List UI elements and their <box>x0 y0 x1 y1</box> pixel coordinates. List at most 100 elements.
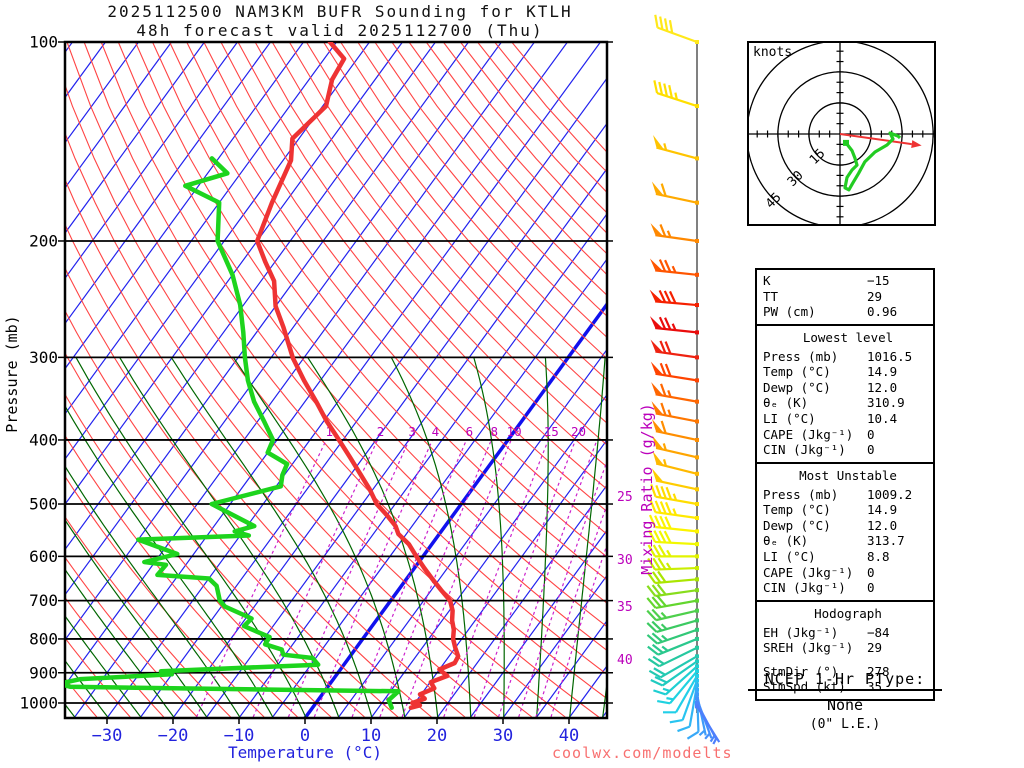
table-row: PW (cm) 0.96 <box>763 304 898 320</box>
dry-adiabat-line <box>151 42 607 604</box>
table-row: θₑ (K) 310.9 <box>763 395 905 411</box>
wind-barb <box>647 544 699 559</box>
dry-adiabat-line <box>65 266 432 718</box>
wind-barb <box>650 223 699 243</box>
moist-adiabat-line <box>569 357 606 718</box>
wind-barb <box>652 435 699 460</box>
table-row: CIN (Jkg⁻¹) 0 <box>763 442 875 458</box>
moist-adiabat-line <box>75 357 307 718</box>
table-row: Press (mb) 1016.5 <box>763 348 913 364</box>
isotherm-line <box>65 42 172 189</box>
chart-title-line2: 48h forecast valid 2025112700 (Thu) <box>136 21 544 40</box>
temp-tick-label: −20 <box>158 726 189 746</box>
isotherm-line <box>65 42 370 461</box>
isotherm-line <box>303 301 607 718</box>
wind-barb <box>648 514 699 534</box>
hodograph-border <box>747 41 936 226</box>
moist-adiabat-line <box>307 357 439 718</box>
mixing-ratio-lines <box>195 439 607 718</box>
isotherm-line <box>65 42 205 235</box>
wind-barb <box>650 659 699 687</box>
dry-adiabat-line <box>203 42 607 535</box>
isotherm-line <box>65 42 436 551</box>
moist-adiabat-line <box>232 357 406 718</box>
hodograph-ring-label: 30 <box>785 168 807 190</box>
moist-adiabat-line <box>65 614 142 718</box>
mixing-ratio-label: 25 <box>617 490 633 505</box>
section-header: Hodograph <box>814 605 882 621</box>
isotherm-line <box>65 42 469 596</box>
mixing-ratio-label: 8 <box>491 424 499 439</box>
table-row: CIN (Jkg⁻¹) 0 <box>763 580 875 596</box>
dry-adiabat-line <box>65 131 533 718</box>
isotherm-line <box>238 212 607 718</box>
watermark-link[interactable]: coolwx.com/modelts <box>552 744 733 762</box>
wind-barb <box>653 664 699 696</box>
wind-barb <box>653 134 699 161</box>
isotherm-line <box>65 42 403 506</box>
temperature-curve <box>254 42 461 710</box>
wind-barb <box>651 382 699 404</box>
moist-adiabats <box>65 357 607 718</box>
wind-barb <box>646 608 699 622</box>
isotherm-line <box>205 167 607 718</box>
mixing-ratio-label: 6 <box>466 424 474 439</box>
wind-barb <box>646 583 699 598</box>
dry-adiabat-line <box>323 42 607 381</box>
dry-adiabat-line <box>254 42 607 468</box>
table-row: EH (Jkg⁻¹) −84 <box>763 624 890 640</box>
dry-adiabat-line <box>66 42 600 718</box>
moist-adiabat-line <box>65 518 208 718</box>
dry-adiabat-line <box>65 223 466 718</box>
temp-tick-label: 10 <box>361 726 381 746</box>
wind-barb <box>650 484 699 507</box>
wind-barb <box>654 14 699 44</box>
mixing-ratio-label: 30 <box>617 553 633 568</box>
pressure-tick-label: 800 <box>29 629 58 648</box>
wind-barb <box>669 678 699 724</box>
table-row: LI (°C) 8.8 <box>763 549 890 564</box>
storm-motion-vector <box>839 133 912 146</box>
pressure-axis-label: Pressure (mb) <box>3 315 21 433</box>
mixing-ratio-line <box>379 439 492 718</box>
moist-adiabat-line <box>65 568 175 718</box>
dry-adiabat-line <box>340 42 607 360</box>
isotherm-line <box>73 42 568 718</box>
temp-tick-label: 40 <box>559 726 579 746</box>
dry-adiabat-line <box>237 42 607 490</box>
moist-adiabat-line <box>119 357 340 718</box>
pressure-tick-label: 1000 <box>19 694 58 713</box>
table-row: Dewp (°C) 12.0 <box>763 379 898 395</box>
wind-barb <box>649 499 699 521</box>
dry-adiabat-line <box>357 42 607 339</box>
temp-tick-label: 30 <box>493 726 513 746</box>
wind-barb <box>651 181 699 205</box>
plot-border <box>63 40 609 720</box>
pressure-tick-label: 300 <box>29 348 58 367</box>
hodograph-ring-label: 45 <box>763 190 785 212</box>
table-row: Temp (°C) 14.9 <box>763 364 898 380</box>
temp-tick-label: −10 <box>224 726 255 746</box>
table-row: TT 29 <box>763 288 883 304</box>
moist-adiabat-line <box>170 357 373 718</box>
mixing-ratio-label: 4 <box>432 424 440 439</box>
mixing-ratio-label: 40 <box>617 653 633 668</box>
dry-adiabat-line <box>374 42 607 317</box>
table-row: K −15 <box>763 273 890 288</box>
indices-section: K −15 TT 29 PW (cm) 0.96 <box>757 270 933 324</box>
wind-barb <box>657 669 699 705</box>
table-row: Press (mb) 1009.2 <box>763 486 913 502</box>
mixing-ratio-line <box>252 439 379 718</box>
dry-adiabat-line <box>186 42 607 558</box>
wind-barb <box>647 557 699 571</box>
isotherm-line <box>271 258 607 718</box>
mixing-ratio-label: 20 <box>571 424 586 439</box>
moist-adiabat-line <box>390 357 472 718</box>
hodograph-ring-label: 15 <box>807 146 829 168</box>
wind-barb <box>648 654 699 679</box>
pressure-tick-label: 100 <box>29 33 58 52</box>
indices-table: K −15 TT 29 PW (cm) 0.96 Lowest level Press… <box>755 268 935 701</box>
